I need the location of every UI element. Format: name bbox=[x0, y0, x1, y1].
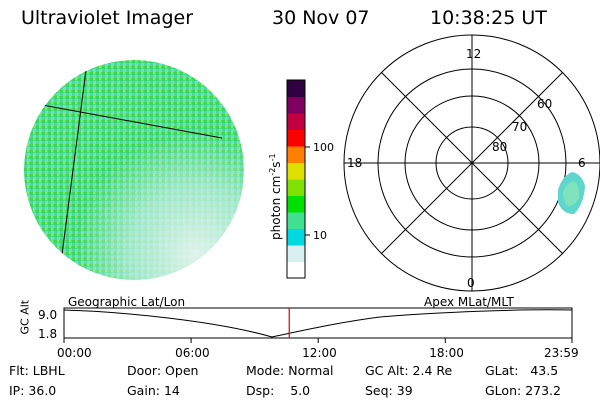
colorbar-cell bbox=[287, 228, 305, 246]
colorbar-cell bbox=[287, 80, 305, 97]
timeline-tick-label: 18:00 bbox=[429, 346, 464, 360]
colorbar-cell bbox=[287, 179, 305, 196]
timeline-y-max: 9.0 bbox=[38, 308, 58, 322]
time-label: 10:38:25 UT bbox=[430, 7, 547, 29]
lat-label-60: 60 bbox=[537, 97, 553, 111]
dsp-field: Dsp: 5.0 bbox=[246, 383, 311, 398]
glat-field: GLat: 43.5 bbox=[485, 363, 559, 378]
gc-alt-field: GC Alt: 2.4 Re bbox=[365, 363, 453, 378]
mlt-label-18: 18 bbox=[347, 156, 363, 170]
seq-field: Seq: 39 bbox=[365, 383, 413, 398]
timeline-left-title: Geographic Lat/Lon bbox=[68, 295, 186, 309]
timeline-y-min: 1.8 bbox=[38, 327, 58, 341]
colorbar-cell bbox=[287, 129, 305, 147]
colorbar-cell bbox=[287, 162, 305, 180]
timeline-frame bbox=[63, 307, 573, 339]
colorbar-cell bbox=[287, 212, 305, 229]
date-label: 30 Nov 07 bbox=[272, 7, 370, 29]
mlt-label-0: 0 bbox=[467, 276, 475, 290]
colorbar-cell bbox=[287, 195, 305, 213]
timeline-tick-label: 06:00 bbox=[175, 346, 210, 360]
gain-field: Gain: 14 bbox=[127, 383, 180, 398]
lat-label-70: 70 bbox=[512, 120, 528, 134]
lat-label-80: 80 bbox=[492, 140, 508, 154]
colorbar-cell bbox=[287, 96, 305, 114]
door-field: Door: Open bbox=[127, 363, 199, 378]
ip-field: IP: 36.0 bbox=[9, 383, 57, 398]
colorbar-cell bbox=[287, 245, 305, 262]
timeline-tick-label: 12:00 bbox=[302, 346, 337, 360]
timeline-right-title: Apex MLat/MLT bbox=[424, 295, 514, 309]
colorbar-cell bbox=[287, 113, 305, 130]
mlt-label-12: 12 bbox=[466, 47, 482, 61]
mode-field: Mode: Normal bbox=[246, 363, 334, 378]
colorbar-cell bbox=[287, 146, 305, 163]
timeline-tick-label: 23:59 bbox=[544, 346, 579, 360]
colorbar-tick-label: 10 bbox=[313, 229, 327, 242]
instrument-title: Ultraviolet Imager bbox=[21, 7, 194, 29]
colorbar-tick-label: 100 bbox=[313, 141, 334, 154]
colorbar-cell bbox=[287, 261, 305, 279]
altitude-curve bbox=[63, 309, 573, 338]
longitude-line bbox=[59, 69, 87, 271]
latitude-line bbox=[25, 101, 223, 139]
glon-field: GLon: 273.2 bbox=[485, 383, 561, 398]
timeline-tick-label: 00:00 bbox=[57, 346, 92, 360]
flt-field: Flt: LBHL bbox=[9, 363, 65, 378]
mlt-label-6: 6 bbox=[578, 156, 586, 170]
